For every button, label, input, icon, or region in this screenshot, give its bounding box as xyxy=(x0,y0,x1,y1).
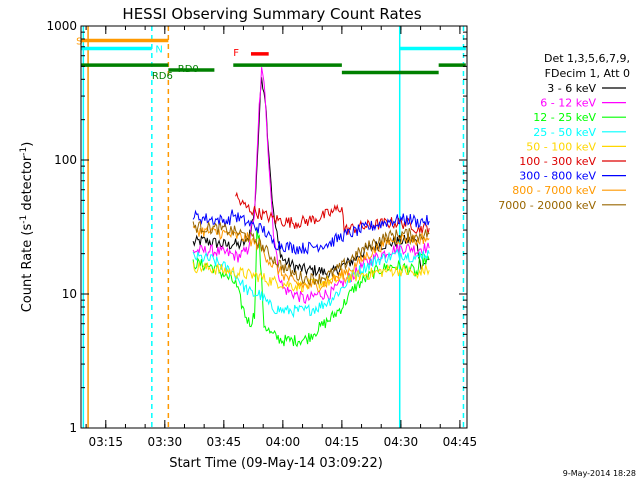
y-tick-label-3: 1000 xyxy=(46,19,77,33)
x-tick-label-2: 03:45 xyxy=(207,435,242,449)
legend-label-5: 100 - 300 keV xyxy=(519,155,596,168)
annotation-label-4: RD0 xyxy=(178,64,199,75)
y-tick-label-2: 100 xyxy=(54,153,77,167)
mode-change-lines xyxy=(82,26,465,428)
annotation-label-1: N xyxy=(155,44,162,55)
y-axis-label-end: ) xyxy=(20,142,35,147)
series-line-8 xyxy=(192,220,430,286)
series-line-4 xyxy=(192,261,430,293)
legend-label-0: 3 - 6 keV xyxy=(547,82,596,95)
x-tick-label-5: 04:30 xyxy=(384,435,419,449)
series-line-5 xyxy=(235,191,430,235)
legend-header-line-2: FDecim 1, Att 0 xyxy=(545,67,630,80)
x-tick-label-6: 04:45 xyxy=(443,435,478,449)
y-axis-label-sup2: -1 xyxy=(19,147,29,156)
annotation-label-5: RD6 xyxy=(152,71,173,82)
y-tick-label-0: 1 xyxy=(69,421,77,435)
chart-title: HESSI Observing Summary Count Rates xyxy=(122,5,421,23)
y-axis-label-sup1: -1 xyxy=(19,215,29,224)
legend-label-3: 25 - 50 keV xyxy=(533,126,596,139)
series-line-2 xyxy=(192,226,430,348)
legend-label-2: 12 - 25 keV xyxy=(533,111,596,124)
legend-label-7: 800 - 7000 keV xyxy=(512,184,596,197)
series-line-0 xyxy=(192,77,430,282)
x-axis-ticks: 03:15 03:30 03:45 04:00 04:15 04:30 04:45 xyxy=(85,26,478,449)
x-tick-label-1: 03:30 xyxy=(148,435,183,449)
legend-label-6: 300 - 800 keV xyxy=(519,170,596,183)
x-tick-label-0: 03:15 xyxy=(88,435,123,449)
plot-frame xyxy=(80,25,468,429)
x-tick-label-4: 04:15 xyxy=(325,435,360,449)
x-axis-label: Start Time (09-May-14 03:09:22) xyxy=(169,456,383,471)
y-axis-label: Count Rate (s-1 detector-1) xyxy=(19,142,35,313)
legend: Det 1,3,5,6,7,9, FDecim 1, Att 0 3 - 6 k… xyxy=(498,52,630,212)
y-axis-label-main: Count Rate (s xyxy=(20,224,35,313)
legend-label-4: 50 - 100 keV xyxy=(526,140,596,153)
legend-label-8: 7000 - 20000 keV xyxy=(498,199,596,212)
footer-timestamp: 9-May-2014 18:28 xyxy=(563,469,636,478)
y-axis-label-mid: detector xyxy=(20,155,35,215)
legend-label-1: 6 - 12 keV xyxy=(540,97,596,110)
annotation-bars: S N F RD0 RD6 xyxy=(76,36,466,82)
series-line-7 xyxy=(192,224,430,293)
series-line-3 xyxy=(192,248,430,319)
series-lines xyxy=(192,67,430,348)
annotation-label-0: S xyxy=(76,36,82,47)
annotation-label-3: F xyxy=(233,48,239,59)
y-axis-ticks: 1 10 100 1000 xyxy=(46,19,467,435)
legend-header-line-1: Det 1,3,5,6,7,9, xyxy=(544,52,630,65)
x-tick-label-3: 04:00 xyxy=(266,435,301,449)
y-tick-label-1: 10 xyxy=(62,287,77,301)
series-line-6 xyxy=(192,209,430,256)
